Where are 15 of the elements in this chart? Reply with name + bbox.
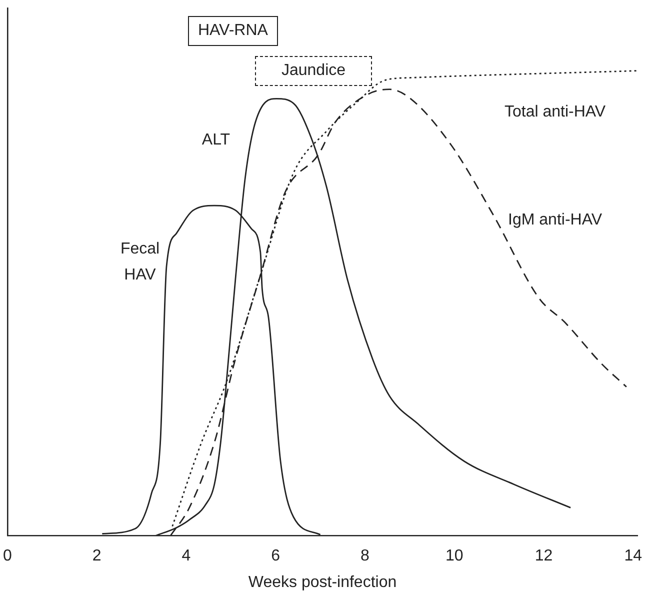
series-label: ALT xyxy=(202,131,230,148)
series-label: Fecal HAV xyxy=(120,240,160,284)
x-tick-label: 6 xyxy=(271,548,280,565)
text: HAV-RNA xyxy=(188,16,278,46)
annotation: Jaundice xyxy=(255,56,372,86)
x-tick-label: 14 xyxy=(624,548,642,565)
x-tick-label: 8 xyxy=(360,548,370,565)
x-tick-label: 10 xyxy=(445,548,464,565)
x-tick-label: 0 xyxy=(2,548,12,565)
x-tick-label: 2 xyxy=(92,548,102,565)
x-tick-label: 12 xyxy=(534,548,553,565)
x-tick-label: 4 xyxy=(182,548,191,565)
series-label: IgM anti-HAV xyxy=(508,211,602,228)
series-label: Total anti-HAV xyxy=(504,103,606,120)
x-axis-title: Weeks post-infection xyxy=(248,574,397,591)
